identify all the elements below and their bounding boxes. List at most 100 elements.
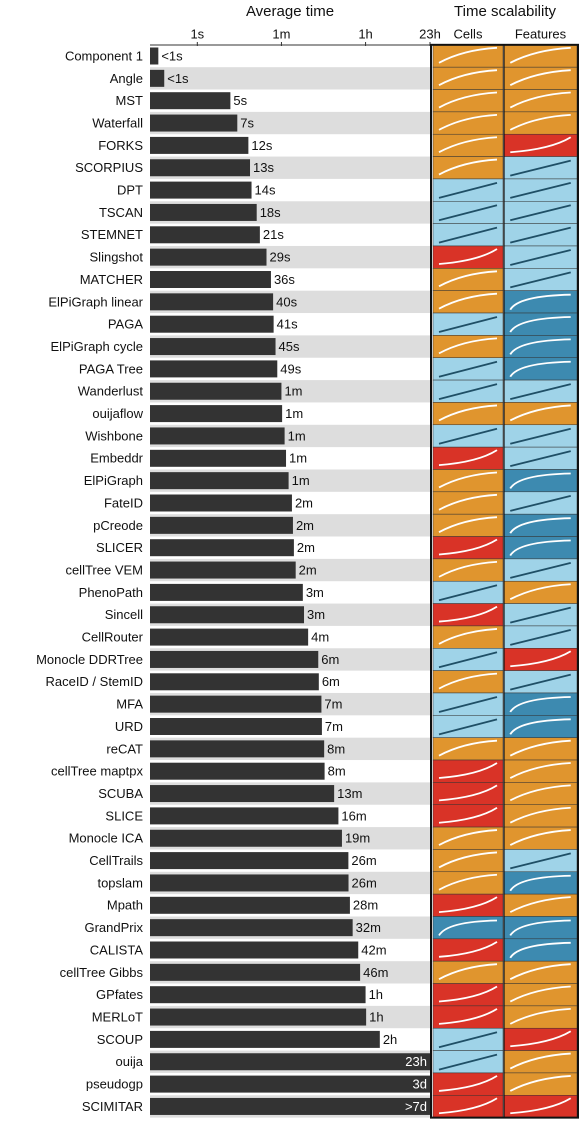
scalability-curve [509, 1075, 571, 1092]
category-label: STEMNET [81, 227, 143, 242]
scalability-curve [438, 762, 498, 779]
category-label: Angle [110, 71, 143, 86]
value-label: 49s [280, 361, 301, 376]
bar [150, 583, 303, 601]
bar [150, 248, 267, 266]
bar [150, 673, 319, 691]
value-label: 1m [284, 384, 302, 399]
category-label: SCUBA [98, 786, 143, 801]
bar [150, 293, 274, 311]
scalability-cell [503, 133, 578, 157]
value-label: 8m [328, 764, 346, 779]
category-label: CellRouter [82, 630, 144, 645]
value-label: 2m [296, 518, 314, 533]
scalability-curve [438, 46, 498, 64]
scalability-curve [509, 91, 571, 109]
scalability-curve [509, 784, 571, 802]
category-label: cellTree Gibbs [60, 965, 144, 980]
value-label: 5s [233, 93, 247, 108]
bar [150, 405, 283, 423]
category-label: MERLoT [92, 1009, 143, 1024]
x-tick-label: 1h [358, 26, 372, 41]
scalability-curve [510, 606, 571, 624]
value-label: 26m [352, 875, 377, 890]
bar [150, 539, 294, 557]
scalability-curve [509, 293, 571, 311]
bar [150, 919, 353, 937]
scalability-curve [438, 651, 498, 669]
bar [150, 941, 359, 959]
bar [150, 494, 292, 512]
bar [150, 807, 339, 825]
value-label: >7d [405, 1099, 427, 1114]
category-label: MST [116, 93, 144, 108]
chart-title: Average time [246, 3, 334, 20]
bar [150, 963, 361, 981]
scalability-curve [509, 806, 571, 824]
bar [150, 695, 322, 713]
category-label: CALISTA [90, 942, 144, 957]
bar [150, 650, 319, 668]
value-label: 19m [345, 831, 370, 846]
scalability-cell [432, 446, 504, 470]
bar [150, 382, 282, 400]
value-label: 1m [292, 473, 310, 488]
scalability-cell [432, 1072, 504, 1096]
scalability-curve [438, 919, 498, 937]
bar [150, 226, 260, 244]
scalability-curve [509, 718, 571, 735]
value-label: <1s [161, 48, 183, 63]
bars [150, 47, 430, 1115]
category-label: PhenoPath [79, 585, 143, 600]
scalability-curve [438, 337, 498, 355]
category-label: Wishbone [85, 428, 143, 443]
value-label: 7m [325, 719, 343, 734]
scalability-curve [438, 158, 498, 176]
scalability-curve [438, 963, 498, 980]
category-label: GPfates [96, 987, 143, 1002]
column-label: Cells [454, 26, 483, 41]
scalability-cell [432, 1005, 504, 1029]
value-label: 42m [361, 942, 386, 957]
scalability-curve [510, 383, 571, 400]
value-label: 3m [307, 607, 325, 622]
scalability-curve [438, 383, 498, 400]
scalability-curve [510, 629, 571, 646]
bar [150, 181, 252, 199]
scalability-curve [438, 696, 498, 713]
value-label: 12s [251, 138, 272, 153]
value-label: <1s [167, 71, 189, 86]
scalability-curve [438, 739, 498, 757]
bar [150, 472, 289, 490]
scalability-curve [510, 650, 572, 668]
scalability-cell [432, 603, 504, 627]
value-label: 13m [337, 786, 362, 801]
scalability-curve [438, 784, 498, 802]
scalability-cell [432, 804, 504, 828]
value-label: 40s [276, 294, 297, 309]
value-label: 1m [288, 428, 306, 443]
value-label: 3m [306, 585, 324, 600]
scalability-curve [438, 360, 498, 378]
bar [150, 874, 349, 892]
scalability-curve [509, 896, 571, 913]
category-label: cellTree VEM [65, 562, 143, 577]
bar [150, 986, 366, 1004]
bar [150, 516, 293, 534]
x-tick-label: 1m [272, 26, 290, 41]
category-label: PAGA Tree [79, 361, 143, 376]
value-label: 21s [263, 227, 284, 242]
value-label: 6m [322, 674, 340, 689]
scalability-curve [509, 1007, 571, 1025]
scalability-curve [438, 493, 498, 511]
scalability-curve [510, 136, 572, 154]
scalability-curve [510, 562, 571, 579]
category-label: PAGA [108, 317, 143, 332]
category-label: cellTree maptpx [51, 764, 143, 779]
scalability-cell [432, 536, 504, 560]
scalability-cell [432, 782, 504, 805]
scalability-curve [510, 1097, 572, 1115]
category-label: TSCAN [99, 205, 143, 220]
category-label: SCOUP [97, 1032, 143, 1047]
